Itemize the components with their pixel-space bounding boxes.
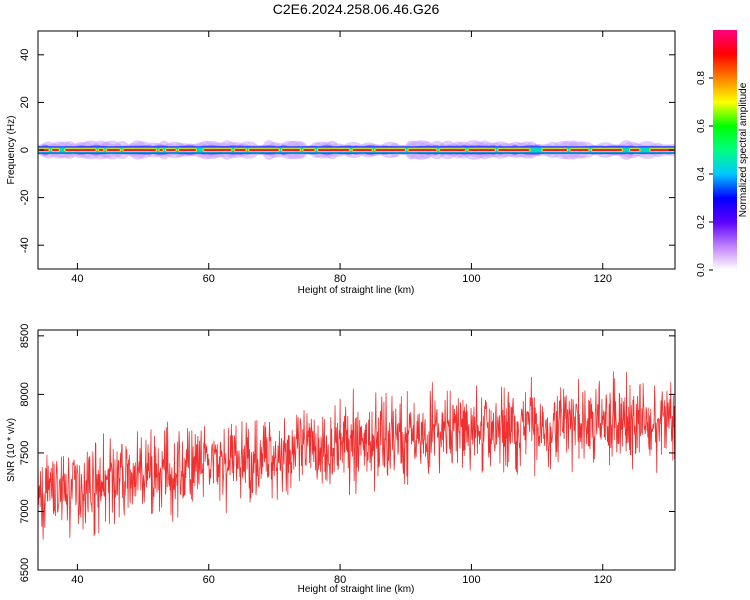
spectrogram-peak-cell <box>498 149 530 151</box>
snr-series-line <box>38 371 675 540</box>
spectrogram-peak-cell <box>408 149 437 151</box>
spectrogram-y-tick-label: -20 <box>19 190 31 206</box>
snr-y-label: SNR (10 * v/v) <box>6 418 17 482</box>
spectrogram-peak-cell <box>591 149 623 151</box>
spectrogram-peak-cell <box>203 149 232 151</box>
spectrogram-peak-cell <box>98 149 104 151</box>
spectrogram-peak-cell <box>375 149 406 151</box>
colorbar-label: Normalized spectral amplitude <box>738 82 749 217</box>
spectrogram-peak-cell <box>123 149 157 151</box>
spectrogram-x-ticks: 40 60 80 100 120 <box>71 31 612 285</box>
snr-x-tick-label: 120 <box>594 574 612 586</box>
spectrogram-peak-cell <box>165 149 176 151</box>
spectrogram-x-tick-label: 40 <box>71 273 83 285</box>
spectrogram-y-tick-label: 20 <box>19 96 31 108</box>
snr-y-tick-label: 7500 <box>19 441 31 465</box>
spectrogram-y-tick-label: 40 <box>19 49 31 61</box>
spectrogram-peak-cell <box>106 149 121 151</box>
spectrogram-peak-cell <box>439 149 466 151</box>
spectrogram-peak-cell <box>281 149 301 151</box>
spectrogram-y-tick-label: 0 <box>19 147 31 153</box>
spectrogram-peak-cell <box>570 149 589 151</box>
spectrogram-peak-cell <box>650 149 674 151</box>
snr-x-tick-label: 100 <box>462 574 480 586</box>
spectrogram-peak-cell <box>468 149 496 151</box>
snr-x-ticks: 40 60 80 100 120 <box>71 330 612 586</box>
spectrogram-peak-cell <box>234 149 246 151</box>
spectrogram-y-label: Frequency (Hz) <box>6 116 17 185</box>
spectrogram-x-tick-label: 60 <box>203 273 215 285</box>
spectrogram-peak-cell <box>303 149 315 151</box>
spectrogram-peak-cell <box>629 149 640 151</box>
snr-x-tick-label: 60 <box>203 574 215 586</box>
spectrogram-peak-cell <box>352 149 373 151</box>
spectrogram-marks <box>38 140 675 160</box>
spectrogram-peak-cell <box>317 149 350 151</box>
spectrogram-peak-cell <box>51 149 60 151</box>
colorbar-tick-label: 0.8 <box>696 71 707 85</box>
colorbar-tick-label: 0.2 <box>696 215 707 229</box>
spectrogram-peak-cell <box>542 149 568 151</box>
spectrogram-peak-cell <box>65 149 96 151</box>
colorbar-tick-label: 0.4 <box>696 167 707 181</box>
snr-y-tick-label: 8500 <box>19 324 31 348</box>
snr-panel: 40 60 80 100 120 6500 7000 7500 8000 8500 Height… <box>6 324 676 595</box>
spectrogram-x-tick-label: 100 <box>462 273 480 285</box>
colorbar-tick-label: 0.0 <box>696 263 707 277</box>
spectrogram-x-tick-label: 80 <box>334 273 346 285</box>
spectrogram-panel: 40 60 80 100 120 -40 -20 0 20 40 Height of strai… <box>6 30 676 296</box>
snr-x-tick-label: 80 <box>334 574 346 586</box>
colorbar-tick-label: 0.6 <box>696 119 707 133</box>
colorbar: 0.0 0.2 0.4 0.6 0.8 Normalized spectral ampl… <box>696 30 749 277</box>
colorbar-ticks: 0.0 0.2 0.4 0.6 0.8 <box>696 71 713 277</box>
snr-frame <box>37 329 676 571</box>
snr-y-ticks: 6500 7000 7500 8000 8500 <box>19 324 675 582</box>
spectrogram-peak-cell <box>178 149 197 151</box>
snr-y-tick-label: 7000 <box>19 499 31 523</box>
snr-x-tick-label: 40 <box>71 574 83 586</box>
spectrogram-y-ticks: -40 -20 0 20 40 <box>19 49 675 253</box>
spectrogram-x-tick-label: 120 <box>594 273 612 285</box>
snr-y-tick-label: 6500 <box>19 558 31 582</box>
snr-x-label: Height of straight line (km) <box>298 584 415 595</box>
spectrogram-peak-cell <box>248 149 279 151</box>
colorbar-gradient <box>713 30 737 270</box>
figure-title: C2E6.2024.258.06.46.G26 <box>273 1 440 17</box>
snr-series <box>38 371 675 540</box>
spectrogram-y-tick-label: -40 <box>19 237 31 253</box>
spectrogram-peak-cell <box>159 149 163 151</box>
spectrogram-x-label: Height of straight line (km) <box>298 285 415 296</box>
snr-y-tick-label: 8000 <box>19 382 31 406</box>
